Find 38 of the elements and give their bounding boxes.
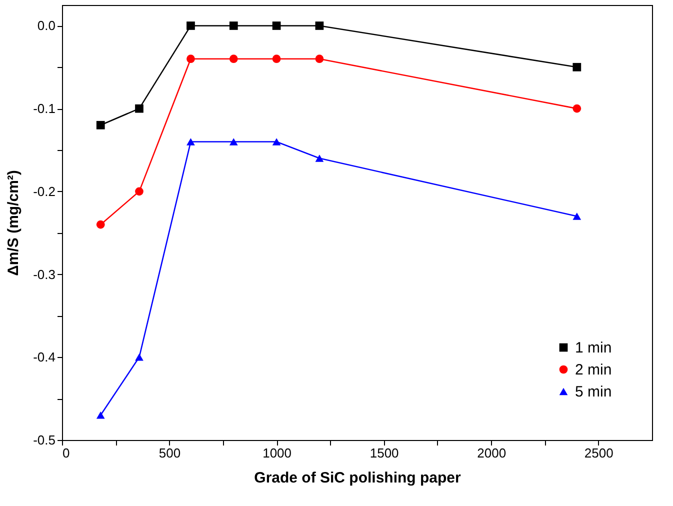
point	[315, 54, 324, 64]
point	[229, 138, 238, 146]
point	[186, 54, 195, 64]
point	[186, 138, 195, 146]
legend-label: 5 min	[575, 384, 612, 400]
point	[272, 22, 281, 30]
point	[229, 22, 238, 30]
y-tick-label: -0.2	[33, 184, 56, 199]
y-tick-label: -0.1	[33, 101, 56, 116]
y-axis-title: Δm/S (mg/cm²)	[5, 170, 22, 276]
y-tick-label: 0.0	[37, 18, 56, 34]
point	[96, 412, 105, 419]
point	[272, 138, 281, 146]
legend-label: 2 min	[575, 362, 612, 378]
point	[272, 54, 281, 64]
x-tick-label: 2000	[477, 446, 506, 460]
x-tick-label: 0	[62, 446, 70, 460]
point	[229, 54, 238, 64]
point	[572, 62, 582, 72]
point	[135, 187, 144, 196]
y-tick-label: -0.3	[33, 266, 56, 282]
x-tick-label: 2500	[584, 446, 614, 460]
x-tick-label: 1500	[370, 446, 399, 460]
point	[572, 104, 582, 113]
point	[315, 154, 324, 162]
x-axis-title: Grade of SiC polishing paper	[254, 470, 461, 486]
y-tick-label: -0.5	[33, 432, 56, 448]
x-tick-label: 500	[158, 446, 181, 460]
x-tick-label: 1000	[262, 446, 292, 460]
point	[186, 22, 195, 30]
point	[96, 120, 105, 130]
point	[96, 220, 105, 229]
legend-label: 1 min	[575, 340, 612, 356]
point	[572, 212, 582, 220]
point	[135, 104, 144, 113]
y-tick-label: -0.4	[33, 350, 56, 365]
point	[135, 354, 144, 361]
point	[315, 22, 324, 30]
